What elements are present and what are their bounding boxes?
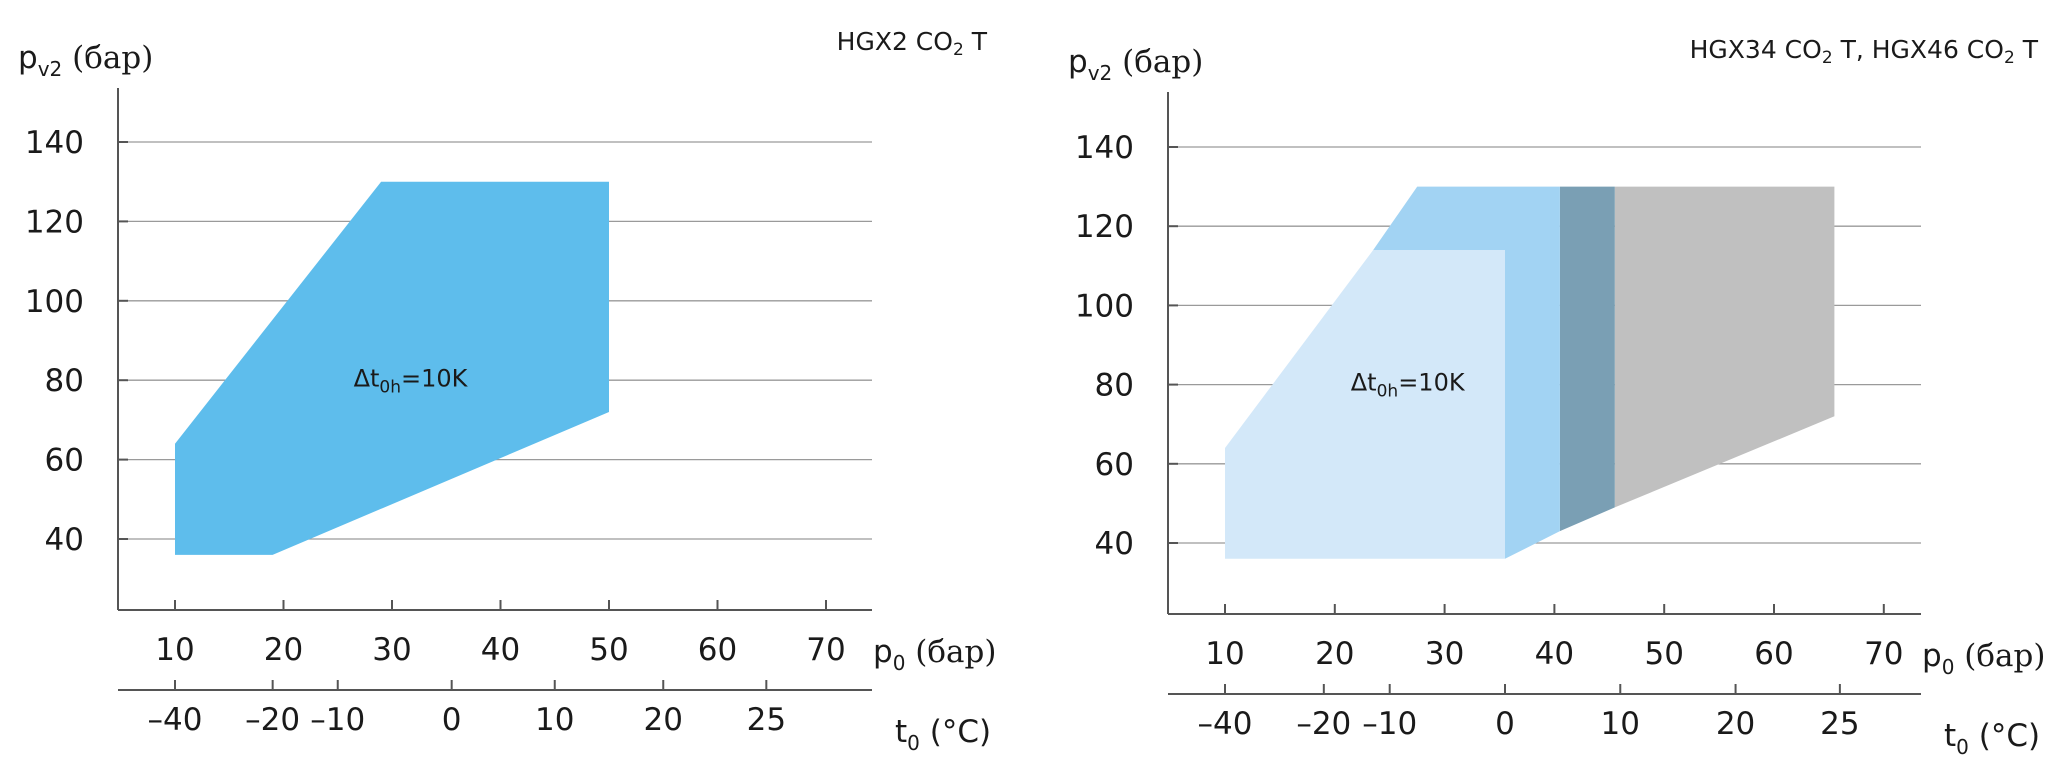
x2-tick-label: 0: [442, 702, 462, 738]
area-light-blue: [1225, 250, 1505, 559]
x2-axis-title: t0 (°C): [1944, 718, 2040, 759]
x2-tick-label: –10: [1362, 706, 1417, 742]
area-dark-band: [1559, 186, 1615, 532]
x2-tick-label: 10: [1601, 706, 1640, 742]
x2-tick-label: –20: [245, 702, 300, 738]
x-tick-label: 40: [481, 632, 520, 668]
area-grey-extension: [1614, 186, 1835, 508]
y-tick-label: 40: [1095, 526, 1134, 562]
x2-tick-label: –40: [1198, 706, 1253, 742]
area-envelope: [175, 181, 609, 555]
y-tick-label: 60: [1095, 447, 1134, 483]
chart-1: 40 60 80 100 120 140 10 20 30 40 50 60 70 –40 –20 –10 0 1…: [18, 27, 996, 755]
x2-tick-label: 10: [535, 702, 574, 738]
x2-tick-label: –20: [1296, 706, 1351, 742]
annotation-superheat: Δt0h=10K: [1351, 369, 1466, 402]
x2-axis-title: t0 (°C): [895, 714, 991, 755]
x2-tick-label: –10: [310, 702, 365, 738]
y-tick-label: 100: [1075, 288, 1134, 324]
chart-2: 40 60 80 100 120 140 10 20 30 40 50 60 70 –40 –20 –10 0 1…: [1068, 35, 2045, 759]
chart-title: HGX34 CO2 T, HGX46 CO2 T: [1690, 35, 2039, 68]
x-tick-label: 70: [1864, 636, 1903, 672]
x2-tick-label: 25: [747, 702, 786, 738]
x2-tick-label: –40: [148, 702, 203, 738]
x-tick-label: 70: [806, 632, 845, 668]
x2-tick-label: 20: [1716, 706, 1755, 742]
x-tick-label: 10: [155, 632, 194, 668]
x-tick-label: 10: [1205, 636, 1244, 672]
y-axis-title: pv2 (бар): [1068, 44, 1203, 85]
x-tick-label: 40: [1535, 636, 1574, 672]
x-axis-title: p0 (бар): [1922, 638, 2045, 679]
y-tick-label: 100: [25, 284, 84, 320]
x-tick-label: 30: [1425, 636, 1464, 672]
x-tick-label: 30: [372, 632, 411, 668]
x2-tick-label: 25: [1820, 706, 1859, 742]
y-tick-label: 80: [1095, 368, 1134, 404]
x-tick-label: 50: [589, 632, 628, 668]
x-tick-label: 20: [264, 632, 303, 668]
chart-title: HGX2 CO2 T: [837, 27, 988, 60]
x2-tick-label: 20: [644, 702, 683, 738]
y-tick-label: 40: [45, 522, 84, 558]
y-tick-label: 120: [25, 204, 84, 240]
x-tick-label: 60: [1754, 636, 1793, 672]
y-tick-label: 80: [45, 363, 84, 399]
x-tick-label: 20: [1315, 636, 1354, 672]
y-tick-label: 60: [45, 443, 84, 479]
x-tick-label: 60: [698, 632, 737, 668]
x-axis-title: p0 (бар): [873, 634, 996, 675]
x-tick-label: 50: [1644, 636, 1683, 672]
area-mid-blue: [1373, 186, 1560, 559]
y-tick-label: 140: [25, 125, 84, 161]
y-tick-label: 120: [1075, 209, 1134, 245]
annotation-superheat: Δt0h=10K: [354, 364, 469, 397]
y-axis-title: pv2 (бар): [18, 40, 153, 81]
x2-tick-label: 0: [1495, 706, 1515, 742]
y-tick-label: 140: [1075, 130, 1134, 166]
